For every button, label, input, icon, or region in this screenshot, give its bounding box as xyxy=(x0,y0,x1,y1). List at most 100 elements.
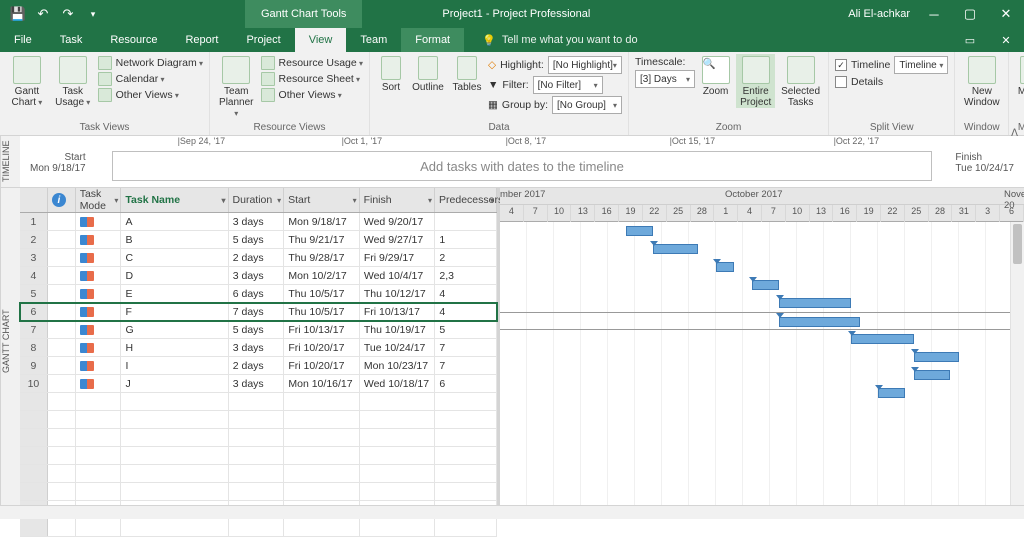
gantt-row[interactable] xyxy=(500,258,1024,276)
highlight-filter[interactable]: ◇Highlight:[No Highlight] xyxy=(488,56,622,74)
tab-view[interactable]: View xyxy=(295,28,347,52)
group-filter[interactable]: ▦Group by:[No Group] xyxy=(488,96,622,114)
gantt-body[interactable] xyxy=(500,222,1024,505)
cell-predecessors[interactable]: 7 xyxy=(435,357,497,374)
cell-task-name[interactable]: A xyxy=(121,213,228,230)
table-row[interactable]: 6F7 daysThu 10/5/17Fri 10/13/174 xyxy=(20,303,497,321)
cell-info[interactable] xyxy=(48,213,76,230)
cell-start[interactable]: Mon 10/16/17 xyxy=(284,375,360,392)
row-number[interactable]: 9 xyxy=(20,357,48,374)
cell-task-mode[interactable] xyxy=(76,231,122,248)
row-number[interactable]: 1 xyxy=(20,213,48,230)
table-row[interactable]: 2B5 daysThu 9/21/17Wed 9/27/171 xyxy=(20,231,497,249)
cell-duration[interactable]: 7 days xyxy=(229,303,285,320)
cell-task-mode[interactable] xyxy=(76,321,122,338)
gantt-row[interactable] xyxy=(500,456,1024,474)
cell-info[interactable] xyxy=(48,249,76,266)
cell-duration[interactable]: 2 days xyxy=(229,357,285,374)
gantt-bar[interactable] xyxy=(914,352,959,362)
gantt-bar[interactable] xyxy=(914,370,950,380)
outline-button[interactable]: Outline xyxy=(410,54,446,93)
table-row-empty[interactable] xyxy=(20,393,497,411)
cell-finish[interactable]: Wed 9/27/17 xyxy=(360,231,436,248)
cell-predecessors[interactable]: 2,3 xyxy=(435,267,497,284)
col-rownum[interactable] xyxy=(20,188,48,212)
cell-predecessors[interactable] xyxy=(435,213,497,230)
table-row[interactable]: 1A3 daysMon 9/18/17Wed 9/20/17 xyxy=(20,213,497,231)
redo-icon[interactable]: ↷ xyxy=(56,2,80,26)
new-window-button[interactable]: New Window xyxy=(961,54,1002,108)
cell-finish[interactable]: Wed 10/18/17 xyxy=(360,375,436,392)
col-task-mode[interactable]: Task Mode▾ xyxy=(76,188,122,212)
tab-report[interactable]: Report xyxy=(171,28,232,52)
cell-finish[interactable]: Thu 10/12/17 xyxy=(360,285,436,302)
gantt-bar[interactable] xyxy=(653,244,698,254)
col-start[interactable]: Start▾ xyxy=(284,188,359,212)
tab-task[interactable]: Task xyxy=(46,28,97,52)
cell-finish[interactable]: Tue 10/24/17 xyxy=(360,339,436,356)
cell-duration[interactable]: 5 days xyxy=(229,231,285,248)
cell-task-mode[interactable] xyxy=(76,339,122,356)
col-predecessors[interactable]: Predecessors▾ xyxy=(435,188,497,212)
cell-start[interactable]: Mon 10/2/17 xyxy=(284,267,360,284)
row-number[interactable]: 10 xyxy=(20,375,48,392)
sort-button[interactable]: Sort xyxy=(376,54,406,93)
cell-finish[interactable]: Mon 10/23/17 xyxy=(360,357,436,374)
macros-button[interactable]: Macros xyxy=(1015,54,1024,97)
cell-info[interactable] xyxy=(48,339,76,356)
minimize-icon[interactable]: ─ xyxy=(916,0,952,28)
cell-info[interactable] xyxy=(48,321,76,338)
cell-predecessors[interactable]: 4 xyxy=(435,303,497,320)
undo-icon[interactable]: ↶ xyxy=(31,2,55,26)
gantt-chart-button[interactable]: Gantt Chart xyxy=(6,54,48,108)
cell-predecessors[interactable]: 7 xyxy=(435,339,497,356)
zoom-button[interactable]: 🔍Zoom xyxy=(699,54,732,97)
cell-task-name[interactable]: F xyxy=(121,303,228,320)
gantt-timescale-header[interactable]: mber 2017October 2017November 20 4710131… xyxy=(500,188,1024,222)
gantt-row[interactable] xyxy=(500,348,1024,366)
cell-finish[interactable]: Fri 10/13/17 xyxy=(360,303,436,320)
cell-duration[interactable]: 3 days xyxy=(229,267,285,284)
cell-info[interactable] xyxy=(48,303,76,320)
vertical-scrollbar[interactable] xyxy=(1010,222,1024,505)
tables-button[interactable]: Tables xyxy=(450,54,484,93)
resource-sheet-button[interactable]: Resource Sheet xyxy=(261,72,363,86)
col-task-name[interactable]: Task Name▾ xyxy=(121,188,228,212)
cell-duration[interactable]: 5 days xyxy=(229,321,285,338)
gantt-row[interactable] xyxy=(500,474,1024,492)
row-number[interactable]: 2 xyxy=(20,231,48,248)
close-icon[interactable]: ✕ xyxy=(988,0,1024,28)
cell-duration[interactable]: 3 days xyxy=(229,213,285,230)
table-row-empty[interactable] xyxy=(20,429,497,447)
gantt-bar[interactable] xyxy=(779,298,851,308)
table-row-empty[interactable] xyxy=(20,483,497,501)
calendar-button[interactable]: Calendar xyxy=(98,72,203,86)
table-row-empty[interactable] xyxy=(20,465,497,483)
cell-info[interactable] xyxy=(48,267,76,284)
tab-team[interactable]: Team xyxy=(346,28,401,52)
other-res-views-button[interactable]: Other Views xyxy=(261,88,363,102)
resource-usage-button[interactable]: Resource Usage xyxy=(261,56,363,70)
gantt-row[interactable] xyxy=(500,276,1024,294)
cell-task-name[interactable]: G xyxy=(121,321,228,338)
cell-finish[interactable]: Wed 10/4/17 xyxy=(360,267,436,284)
other-views-button[interactable]: Other Views xyxy=(98,88,203,102)
table-row[interactable]: 7G5 daysFri 10/13/17Thu 10/19/175 xyxy=(20,321,497,339)
cell-finish[interactable]: Fri 9/29/17 xyxy=(360,249,436,266)
cell-info[interactable] xyxy=(48,231,76,248)
gantt-row[interactable] xyxy=(500,438,1024,456)
scrollbar-thumb[interactable] xyxy=(1013,224,1022,264)
cell-info[interactable] xyxy=(48,285,76,302)
gantt-row[interactable] xyxy=(500,492,1024,505)
cell-duration[interactable]: 2 days xyxy=(229,249,285,266)
col-finish[interactable]: Finish▾ xyxy=(360,188,435,212)
tab-format[interactable]: Format xyxy=(401,28,464,52)
row-number[interactable]: 7 xyxy=(20,321,48,338)
cell-predecessors[interactable]: 1 xyxy=(435,231,497,248)
tab-resource[interactable]: Resource xyxy=(96,28,171,52)
table-row[interactable]: 9I2 daysFri 10/20/17Mon 10/23/177 xyxy=(20,357,497,375)
gantt-row[interactable] xyxy=(500,222,1024,240)
gantt-row[interactable] xyxy=(500,366,1024,384)
table-row-empty[interactable] xyxy=(20,447,497,465)
cell-start[interactable]: Fri 10/20/17 xyxy=(284,357,360,374)
